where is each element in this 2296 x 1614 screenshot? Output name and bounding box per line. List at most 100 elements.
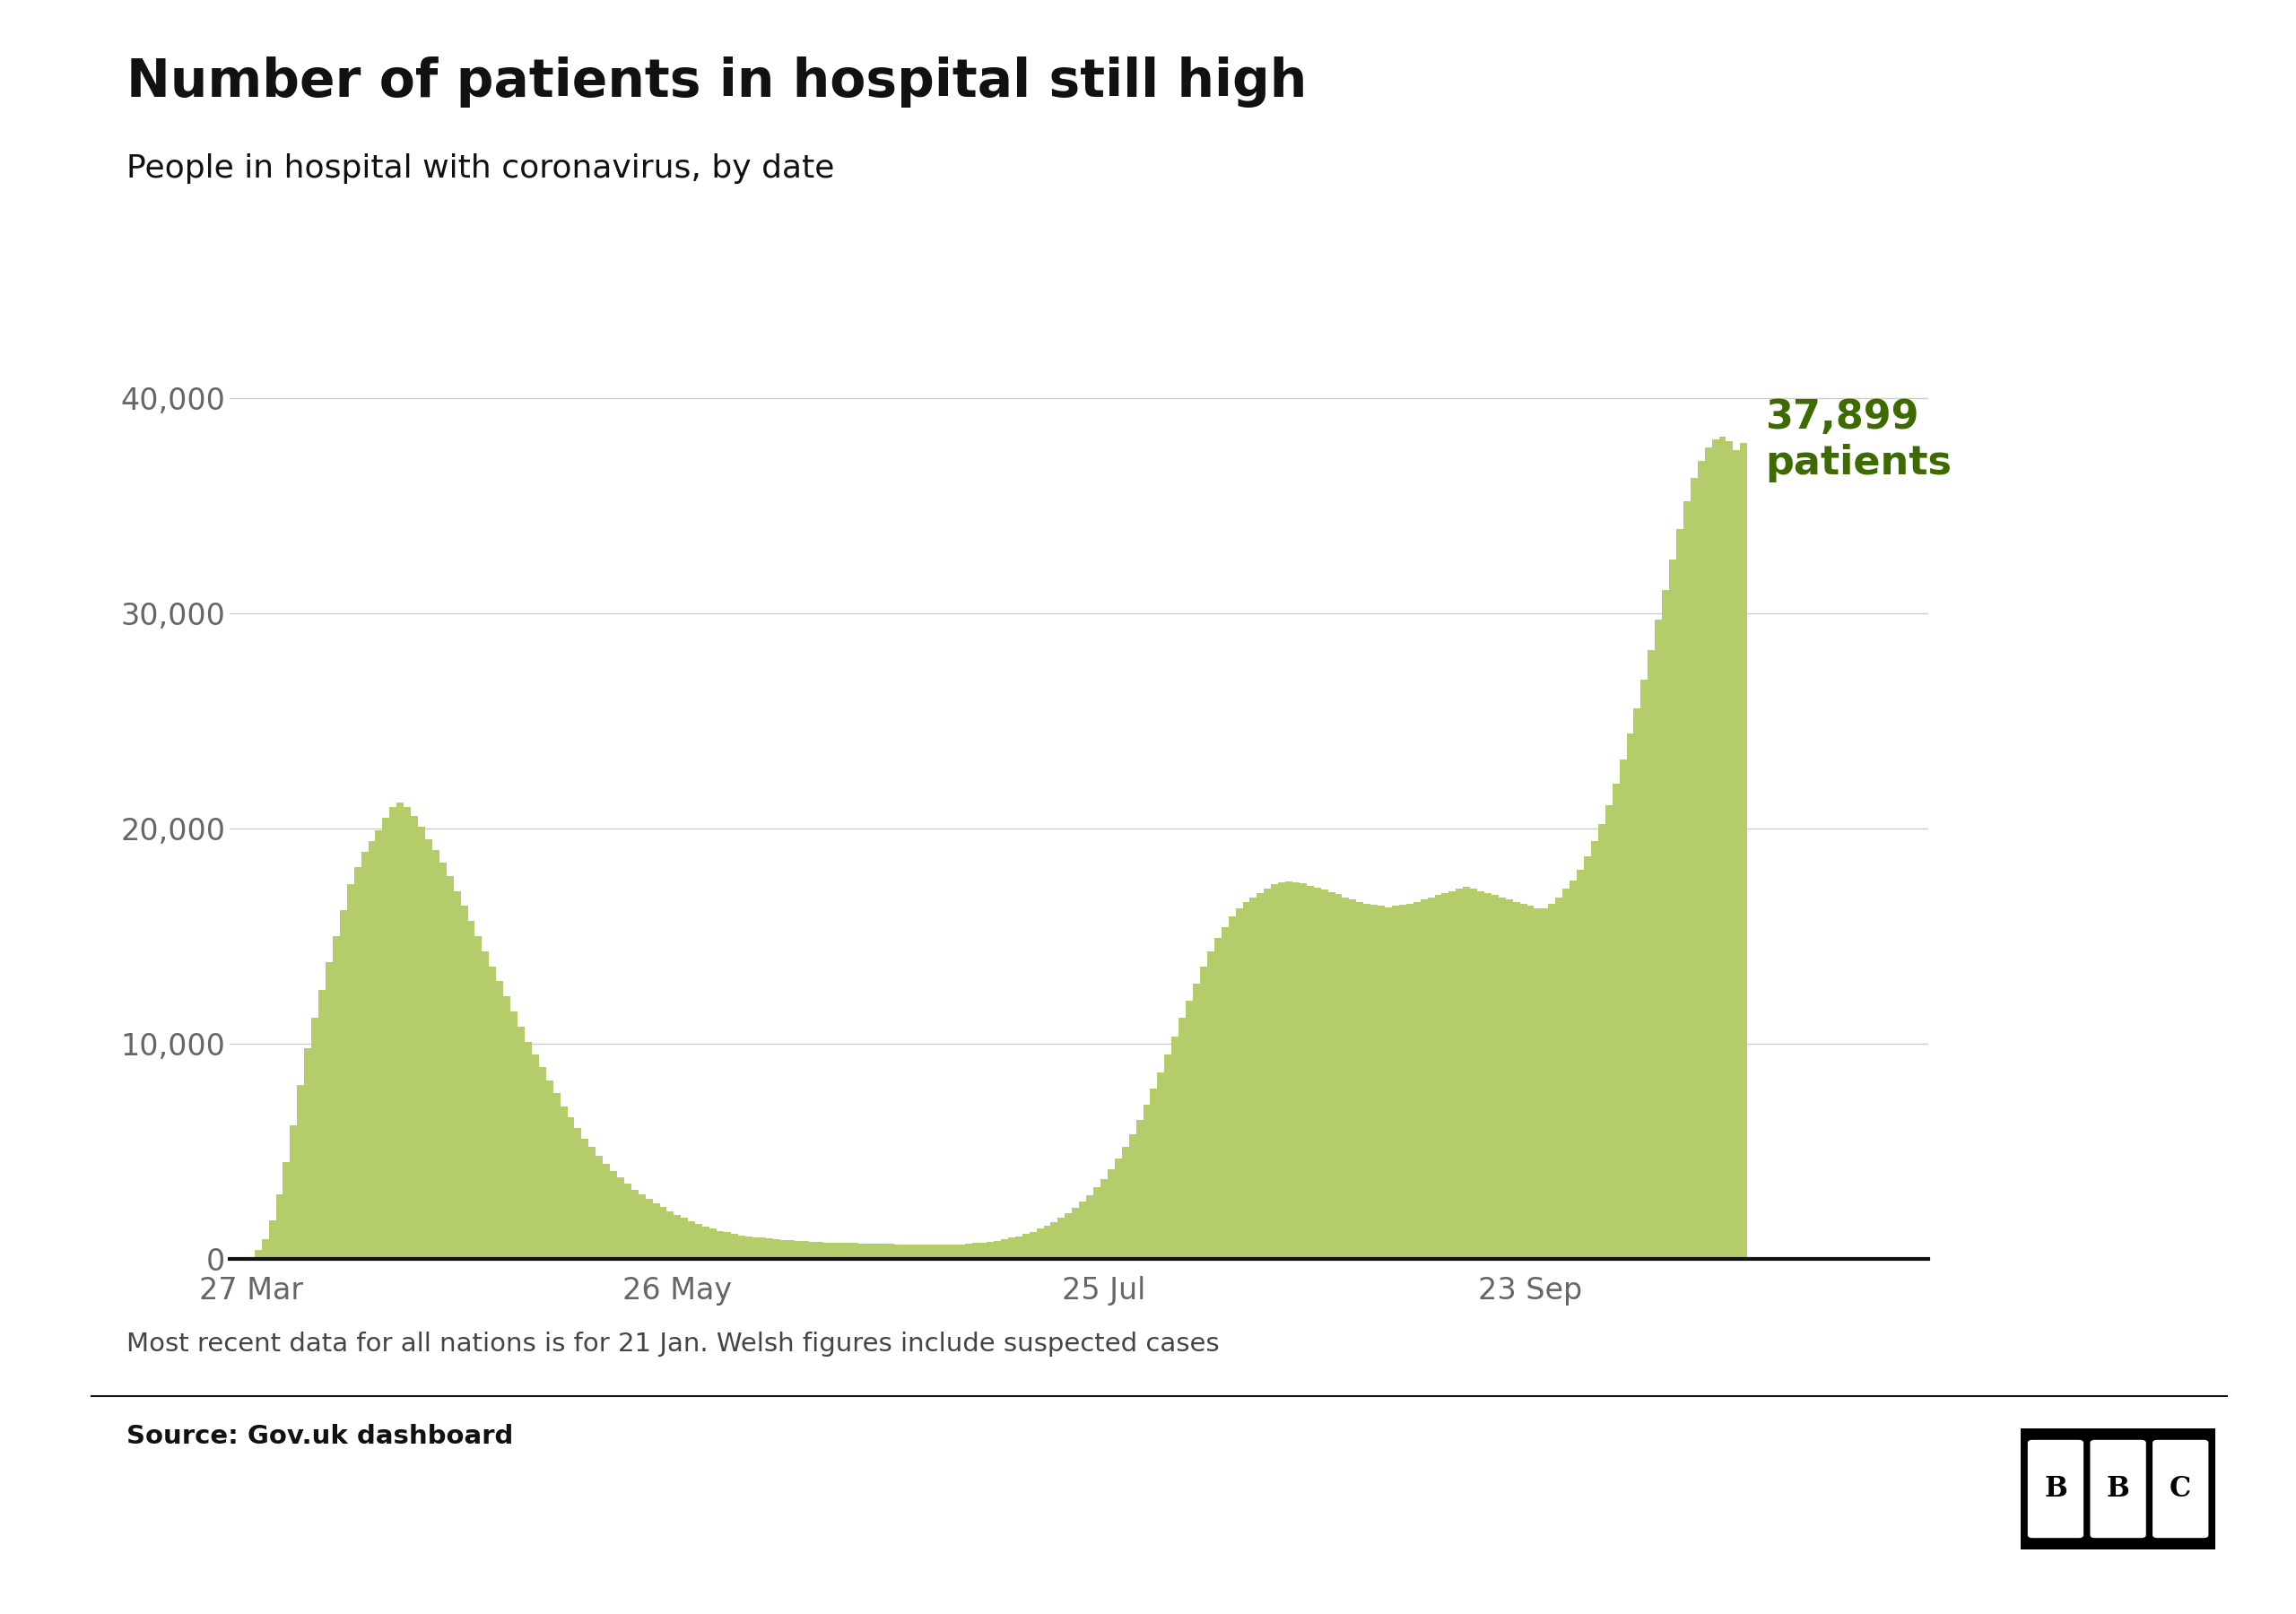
Bar	[801, 1241, 808, 1259]
Text: People in hospital with coronavirus, by date: People in hospital with coronavirus, by …	[126, 153, 833, 184]
Bar	[682, 1219, 689, 1259]
Bar	[872, 1244, 879, 1259]
Bar	[1072, 1207, 1079, 1259]
Bar	[716, 1231, 723, 1259]
Bar	[1201, 967, 1208, 1259]
Bar	[1690, 478, 1697, 1259]
Bar	[312, 1018, 319, 1259]
Bar	[296, 1085, 305, 1259]
Bar	[1221, 928, 1228, 1259]
Bar	[808, 1241, 815, 1259]
Bar	[397, 802, 404, 1259]
Bar	[1235, 909, 1242, 1259]
Bar	[595, 1156, 604, 1259]
Bar	[1428, 897, 1435, 1259]
Bar	[1619, 760, 1626, 1259]
Bar	[1405, 904, 1414, 1259]
Bar	[631, 1190, 638, 1259]
Bar	[604, 1164, 611, 1259]
Bar	[1697, 460, 1704, 1259]
FancyBboxPatch shape	[2092, 1441, 2144, 1537]
Text: C: C	[2170, 1475, 2190, 1503]
Bar	[1655, 620, 1662, 1259]
Bar	[675, 1215, 682, 1259]
Bar	[1391, 905, 1398, 1259]
Bar	[1564, 889, 1570, 1259]
Bar	[1483, 893, 1492, 1259]
Bar	[1052, 1222, 1058, 1259]
Bar	[262, 1240, 269, 1259]
Bar	[1662, 589, 1669, 1259]
Bar	[255, 1251, 262, 1259]
Bar	[1378, 905, 1384, 1259]
Bar	[987, 1241, 994, 1259]
Bar	[560, 1106, 567, 1259]
Bar	[574, 1128, 581, 1259]
Bar	[347, 884, 354, 1259]
Bar	[893, 1244, 902, 1259]
Bar	[282, 1162, 289, 1259]
Bar	[319, 989, 326, 1259]
Bar	[1669, 560, 1676, 1259]
Bar	[1029, 1231, 1035, 1259]
Bar	[845, 1243, 852, 1259]
Bar	[1642, 679, 1649, 1259]
Bar	[767, 1238, 774, 1259]
Bar	[482, 951, 489, 1259]
Bar	[581, 1138, 588, 1259]
Bar	[744, 1236, 753, 1259]
Bar	[879, 1244, 886, 1259]
Bar	[1598, 825, 1605, 1259]
Bar	[1727, 441, 1733, 1259]
Bar	[588, 1148, 595, 1259]
Bar	[1157, 1072, 1164, 1259]
Bar	[1093, 1188, 1100, 1259]
Bar	[1740, 444, 1747, 1259]
Bar	[1527, 905, 1534, 1259]
Bar	[937, 1244, 944, 1259]
Bar	[1626, 734, 1635, 1259]
Bar	[794, 1241, 801, 1259]
Bar	[1320, 889, 1327, 1259]
Bar	[1256, 893, 1265, 1259]
Bar	[1008, 1238, 1015, 1259]
Bar	[305, 1047, 312, 1259]
Bar	[781, 1240, 788, 1259]
Bar	[1022, 1235, 1029, 1259]
Bar	[1114, 1159, 1123, 1259]
Bar	[432, 851, 439, 1259]
Bar	[1683, 502, 1690, 1259]
Bar	[425, 839, 432, 1259]
Bar	[1185, 1001, 1194, 1259]
Bar	[1506, 899, 1513, 1259]
Bar	[944, 1244, 951, 1259]
Bar	[1164, 1054, 1171, 1259]
Bar	[1343, 897, 1350, 1259]
Bar	[625, 1183, 631, 1259]
Bar	[1194, 983, 1201, 1259]
Bar	[1228, 917, 1235, 1259]
Text: 37,899
patients: 37,899 patients	[1766, 399, 1952, 483]
Bar	[1456, 889, 1463, 1259]
Bar	[1171, 1036, 1178, 1259]
Bar	[1476, 891, 1483, 1259]
Bar	[1242, 902, 1249, 1259]
Bar	[1350, 899, 1357, 1259]
Bar	[1570, 880, 1577, 1259]
Bar	[1541, 909, 1548, 1259]
Bar	[523, 1041, 533, 1259]
Bar	[838, 1243, 845, 1259]
Bar	[1449, 891, 1456, 1259]
Bar	[1463, 886, 1469, 1259]
Bar	[645, 1199, 652, 1259]
Bar	[1435, 896, 1442, 1259]
Bar	[980, 1243, 987, 1259]
Bar	[831, 1243, 838, 1259]
FancyBboxPatch shape	[2154, 1441, 2209, 1537]
Bar	[289, 1125, 296, 1259]
Bar	[1130, 1135, 1137, 1259]
Bar	[1286, 881, 1293, 1259]
Bar	[503, 996, 510, 1259]
Bar	[1398, 905, 1405, 1259]
Bar	[652, 1202, 659, 1259]
